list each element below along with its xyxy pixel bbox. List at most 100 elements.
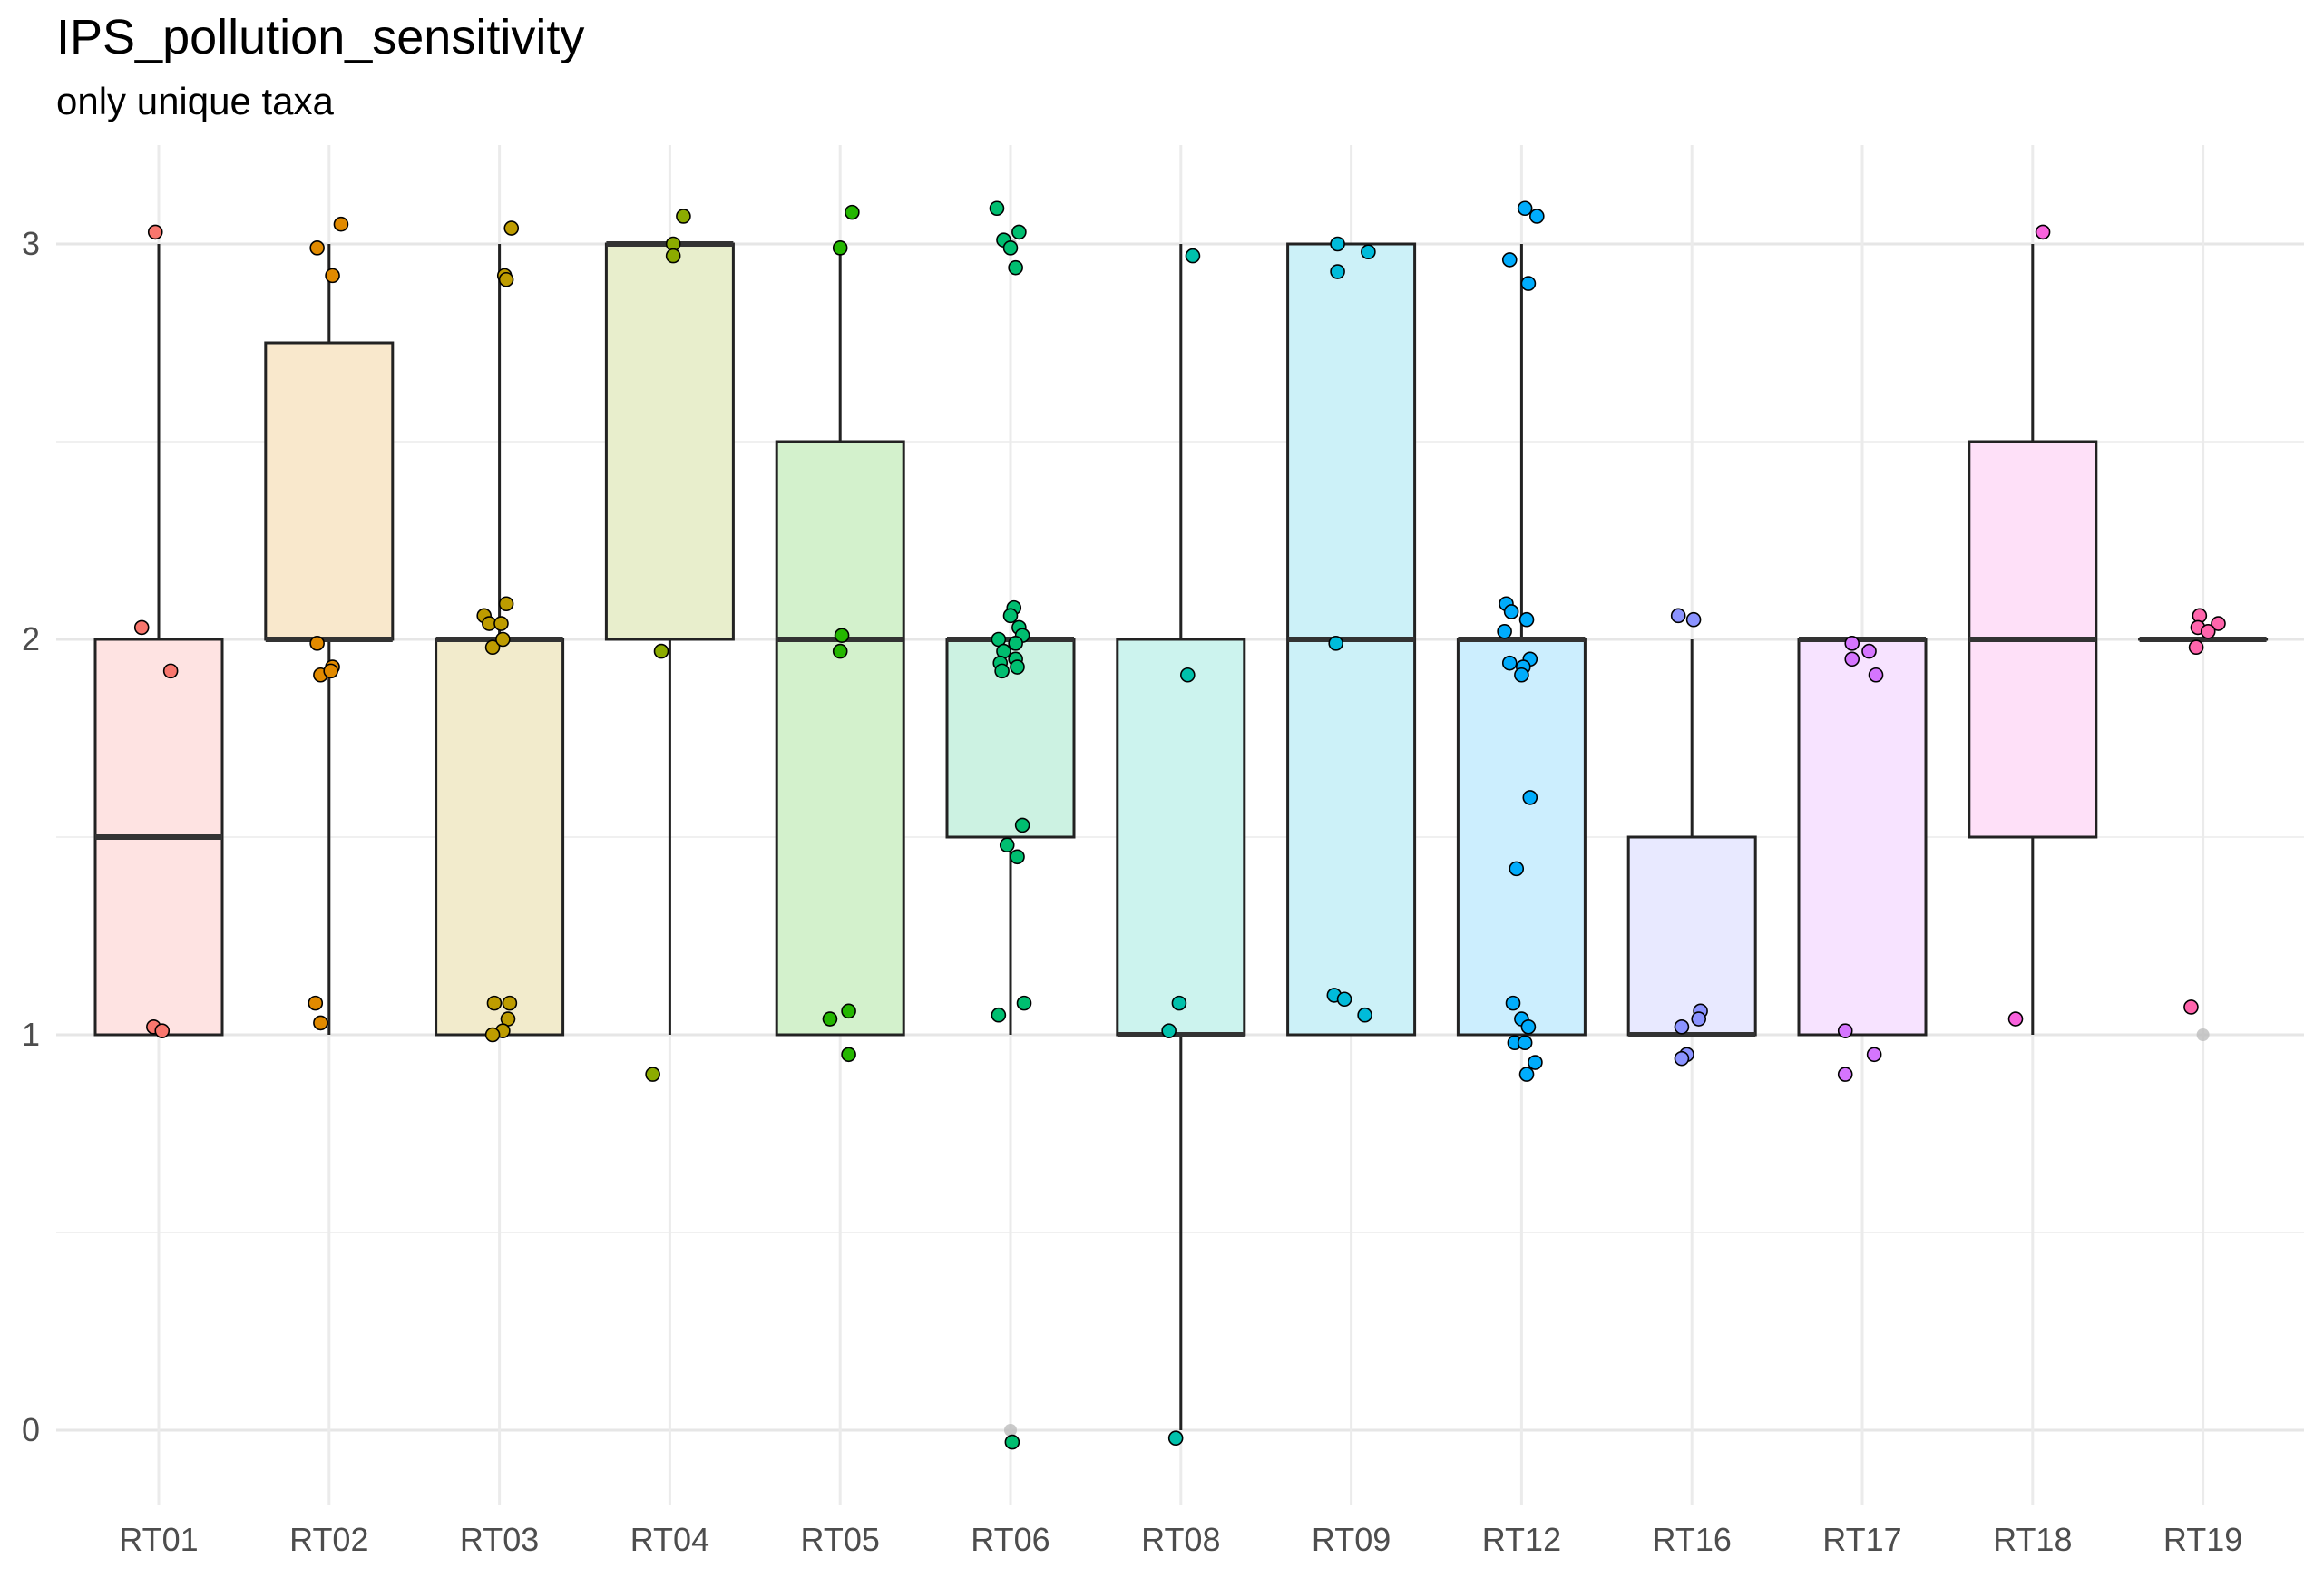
data-point (1529, 209, 1545, 224)
x-tick-label: RT16 (1653, 1521, 1732, 1558)
box-rt17 (1797, 638, 1928, 1037)
data-point (1861, 643, 1877, 659)
box-rt12 (1456, 638, 1587, 1037)
data-point (325, 268, 340, 284)
data-point (676, 209, 691, 224)
data-point (841, 1047, 856, 1063)
data-point (1691, 1011, 1707, 1027)
data-point (1674, 1050, 1690, 1067)
data-point (989, 200, 1005, 217)
data-point (147, 224, 163, 240)
y-tick-label: 2 (22, 620, 40, 658)
x-tick-label: RT02 (289, 1521, 368, 1558)
data-point (1520, 276, 1537, 291)
data-point (1161, 1023, 1177, 1038)
box-rt08 (1116, 638, 1246, 1037)
x-tick-label: RT19 (2163, 1521, 2242, 1558)
y-tick-label: 1 (22, 1016, 40, 1053)
outlier-point (1004, 1424, 1017, 1437)
data-point (1517, 1035, 1533, 1051)
x-tick-label: RT18 (1993, 1521, 2072, 1558)
data-point (1866, 1047, 1882, 1063)
data-point (999, 837, 1015, 853)
data-point (665, 248, 681, 264)
data-point (495, 631, 511, 648)
data-point (162, 663, 179, 679)
data-point (2035, 224, 2051, 240)
data-point (502, 995, 518, 1011)
data-point (1336, 991, 1352, 1008)
box-rt05 (775, 440, 905, 1037)
data-point (308, 995, 324, 1011)
chart-subtitle: only unique taxa (56, 80, 334, 122)
data-point (1844, 636, 1860, 651)
data-point (1002, 240, 1019, 256)
data-point (1509, 861, 1525, 877)
data-point (1501, 655, 1518, 671)
data-point (503, 220, 520, 236)
data-point (154, 1023, 171, 1038)
data-point (2183, 999, 2199, 1015)
data-point (1497, 623, 1512, 639)
data-point (1518, 1067, 1535, 1082)
data-point (484, 639, 501, 656)
data-point (845, 204, 860, 220)
chart-title: IPS_pollution_sensitivity (56, 10, 585, 64)
data-point (2211, 616, 2226, 631)
data-point (1016, 995, 1032, 1011)
y-tick-label: 0 (22, 1411, 40, 1448)
data-point (832, 643, 848, 659)
data-point (653, 643, 669, 659)
box-rt16 (1626, 835, 1757, 1037)
data-point (1328, 636, 1343, 651)
data-point (1014, 817, 1030, 833)
data-point (1010, 659, 1025, 675)
data-point (1685, 611, 1702, 628)
x-tick-label: RT03 (460, 1521, 539, 1558)
data-point (1167, 1430, 1184, 1446)
data-point (1185, 248, 1201, 264)
data-point (1361, 244, 1376, 260)
data-point (1844, 651, 1860, 667)
y-axis-tick-labels: 0 1 2 3 (22, 225, 40, 1448)
data-point (1670, 608, 1686, 624)
data-point (991, 1007, 1007, 1023)
data-point (484, 1027, 501, 1043)
data-point (313, 1015, 328, 1031)
data-point (1517, 200, 1533, 217)
x-tick-label: RT17 (1822, 1521, 1901, 1558)
data-point (841, 1003, 856, 1019)
x-tick-label: RT04 (630, 1521, 709, 1558)
outlier-point (2196, 1028, 2210, 1041)
data-point (333, 216, 349, 232)
data-point (323, 663, 338, 679)
x-tick-label: RT05 (801, 1521, 880, 1558)
data-point (1522, 790, 1538, 805)
data-point (1330, 236, 1345, 252)
data-point (1010, 849, 1025, 865)
data-point (1002, 608, 1019, 624)
data-point (1171, 995, 1187, 1011)
data-point (645, 1067, 660, 1082)
data-point (834, 628, 850, 643)
x-tick-label: RT09 (1312, 1521, 1391, 1558)
data-point (1357, 1007, 1372, 1023)
data-point (1004, 1434, 1020, 1450)
data-points (133, 200, 2226, 1450)
data-point (1868, 667, 1884, 683)
data-point (1520, 1018, 1537, 1035)
data-point (309, 240, 325, 256)
data-point (486, 995, 503, 1011)
data-point (309, 636, 325, 651)
data-point (1180, 667, 1196, 683)
data-point (822, 1011, 838, 1027)
data-point (1514, 667, 1529, 683)
x-tick-label: RT12 (1482, 1521, 1561, 1558)
data-point (1011, 224, 1027, 240)
data-point (1674, 1018, 1690, 1035)
data-point (1505, 995, 1521, 1011)
data-point (832, 240, 848, 256)
x-axis-tick-labels: RT01 RT02 RT03 RT04 RT05 RT06 RT08 RT09 RT12 RT16… (119, 1521, 2242, 1558)
data-point (133, 619, 150, 636)
